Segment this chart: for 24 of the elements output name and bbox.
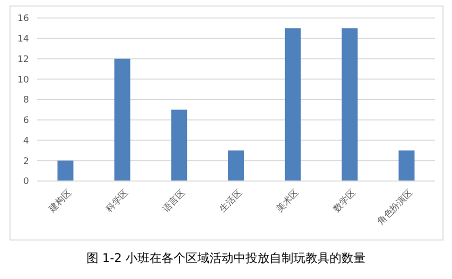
- x-tick-label: 生活区: [217, 188, 244, 214]
- bar: [228, 150, 244, 181]
- y-tick-label: 10: [18, 75, 30, 86]
- x-tick-label: 角色扮演区: [375, 188, 415, 228]
- y-tick-label: 2: [23, 156, 29, 167]
- y-tick-label: 12: [18, 54, 29, 65]
- y-tick-label: 16: [18, 14, 30, 24]
- bar: [114, 58, 130, 181]
- bar: [171, 110, 188, 181]
- x-tick-label: 建构区: [46, 188, 74, 216]
- bar: [398, 150, 415, 181]
- y-tick-label: 8: [23, 96, 30, 106]
- y-tick-label: 6: [23, 116, 30, 126]
- bar: [342, 28, 358, 181]
- bar: [57, 160, 74, 181]
- caption: 图 1-2 小班在各个区域活动中投放自制玩教具的数量: [86, 251, 366, 265]
- y-tick-label: 0: [23, 177, 30, 188]
- bar: [284, 28, 301, 181]
- x-tick-label: 语言区: [160, 188, 188, 214]
- y-tick-label: 4: [23, 136, 30, 146]
- y-tick-label: 14: [18, 34, 30, 45]
- x-tick-label: 数学区: [331, 188, 358, 214]
- x-tick-label: 美术区: [274, 188, 302, 214]
- x-tick-label: 科学区: [104, 188, 131, 214]
